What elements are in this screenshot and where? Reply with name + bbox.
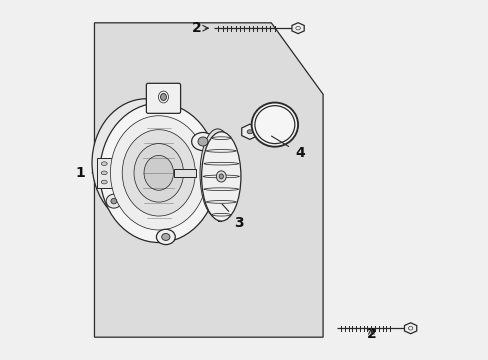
Polygon shape <box>94 23 323 337</box>
Text: 1: 1 <box>75 166 92 180</box>
Text: 3: 3 <box>222 204 244 230</box>
Ellipse shape <box>254 106 294 144</box>
Ellipse shape <box>246 130 252 134</box>
Ellipse shape <box>101 180 107 184</box>
Ellipse shape <box>101 171 107 175</box>
Ellipse shape <box>106 194 121 208</box>
Ellipse shape <box>216 171 226 182</box>
Ellipse shape <box>219 174 223 179</box>
Ellipse shape <box>100 103 217 243</box>
Ellipse shape <box>160 94 166 100</box>
Polygon shape <box>185 144 212 169</box>
Polygon shape <box>241 124 258 139</box>
Text: 4: 4 <box>271 136 304 160</box>
Ellipse shape <box>162 233 170 240</box>
Ellipse shape <box>198 137 207 146</box>
Polygon shape <box>291 23 304 33</box>
Text: 2: 2 <box>366 327 375 341</box>
Ellipse shape <box>156 229 175 244</box>
Ellipse shape <box>201 132 241 221</box>
Ellipse shape <box>92 99 200 227</box>
Ellipse shape <box>144 156 173 190</box>
Ellipse shape <box>191 132 214 150</box>
FancyBboxPatch shape <box>146 83 180 113</box>
Ellipse shape <box>251 103 298 147</box>
Ellipse shape <box>134 144 183 202</box>
Text: 2: 2 <box>191 21 201 35</box>
Polygon shape <box>404 323 416 334</box>
Ellipse shape <box>200 129 235 218</box>
Ellipse shape <box>111 198 117 204</box>
FancyBboxPatch shape <box>97 158 111 188</box>
Ellipse shape <box>122 130 195 216</box>
Ellipse shape <box>101 162 107 166</box>
FancyBboxPatch shape <box>173 169 196 177</box>
Ellipse shape <box>110 116 207 230</box>
